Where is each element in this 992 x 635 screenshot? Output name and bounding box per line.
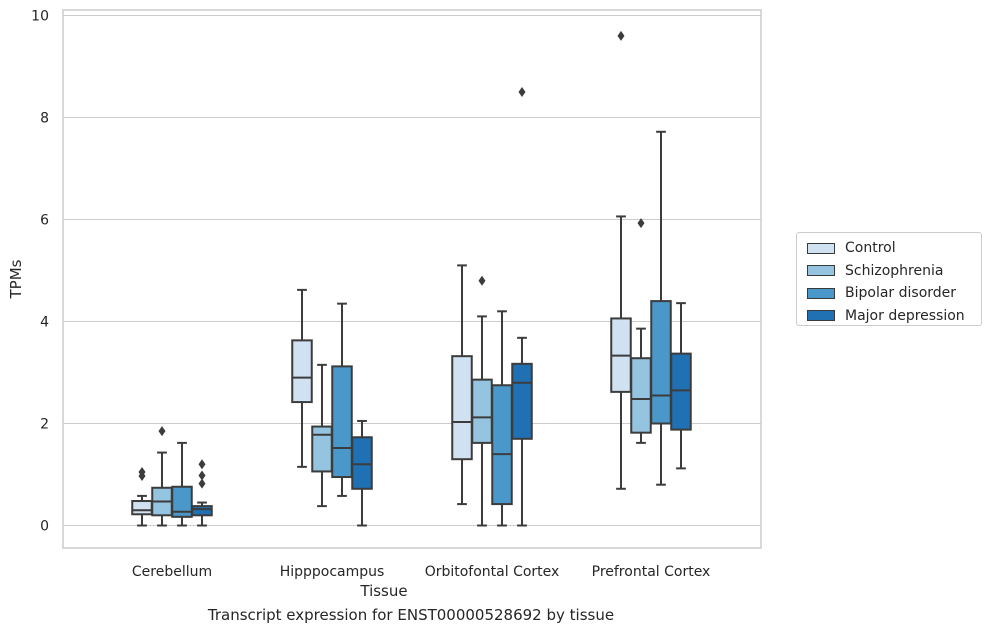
box-body xyxy=(650,300,672,425)
legend-item: Major depression xyxy=(803,305,975,328)
x-tick-label: Cerebellum xyxy=(132,564,212,580)
gridlines xyxy=(63,14,761,527)
outlier-point xyxy=(158,426,166,437)
outlier-point xyxy=(198,459,206,470)
legend-label: Bipolar disorder xyxy=(845,285,957,302)
y-tick-labels: 0 2 4 6 8 10 xyxy=(31,9,49,535)
box-2-1 xyxy=(471,275,493,527)
legend-swatch xyxy=(807,287,835,299)
box-body xyxy=(451,355,473,461)
chart-caption: Transcript expression for ENST0000052869… xyxy=(207,606,615,624)
y-tick-label: 10 xyxy=(31,9,49,25)
box-body xyxy=(131,500,153,516)
box-2-3 xyxy=(511,87,533,527)
box-1-2 xyxy=(331,302,353,497)
box-3-1 xyxy=(630,218,652,444)
x-axis-label: Tissue xyxy=(359,582,407,600)
y-tick-label: 0 xyxy=(40,519,49,535)
box-body xyxy=(191,505,213,517)
y-tick-label: 6 xyxy=(40,213,49,229)
x-tick-label: Orbitofontal Cortex xyxy=(425,564,560,580)
box-0-2 xyxy=(171,441,193,527)
box-1-0 xyxy=(291,288,313,468)
box-2-2 xyxy=(491,310,513,527)
box-3-0 xyxy=(610,30,632,490)
box-body xyxy=(491,384,513,506)
legend-item: Bipolar disorder xyxy=(803,282,975,305)
box-body xyxy=(311,425,333,473)
legend-label: Control xyxy=(845,240,896,257)
legend-swatch xyxy=(807,265,835,277)
outlier-point xyxy=(637,218,645,229)
legend-swatch xyxy=(807,310,835,322)
box-body xyxy=(630,357,652,434)
box-3-3 xyxy=(670,302,692,470)
box-body xyxy=(471,378,493,444)
box-0-1 xyxy=(151,426,173,527)
outlier-point xyxy=(518,87,526,97)
y-tick-label: 2 xyxy=(40,417,49,433)
box-body xyxy=(351,436,373,490)
box-0-0 xyxy=(131,466,153,527)
legend: Control Schizophrenia Bipolar disorder Majo… xyxy=(796,232,982,326)
legend-swatch xyxy=(807,242,835,254)
outlier-point xyxy=(198,478,206,489)
boxes xyxy=(131,30,692,527)
legend-item: Control xyxy=(803,237,975,260)
box-body xyxy=(171,485,193,518)
box-1-1 xyxy=(311,363,333,508)
box-3-2 xyxy=(650,130,672,486)
outlier-point xyxy=(617,30,625,41)
box-body xyxy=(511,362,533,440)
box-body xyxy=(331,365,353,479)
y-tick-label: 4 xyxy=(40,315,49,331)
x-tick-label: Hipppocampus xyxy=(280,564,385,580)
box-0-3 xyxy=(191,459,213,527)
box-body xyxy=(670,352,692,431)
legend-label: Schizophrenia xyxy=(845,262,944,279)
y-axis-label: TPMs xyxy=(7,259,25,299)
box-2-0 xyxy=(451,264,473,506)
legend-label: Major depression xyxy=(845,307,965,324)
x-tick-labels: Cerebellum Hipppocampus Orbitofontal Corte… xyxy=(132,564,710,580)
legend-item: Schizophrenia xyxy=(803,260,975,283)
x-tick-label: Prefrontal Cortex xyxy=(592,564,711,580)
plot-border xyxy=(62,9,762,549)
y-tick-label: 8 xyxy=(40,111,49,127)
outlier-point xyxy=(138,466,146,477)
box-1-3 xyxy=(351,419,373,527)
box-body xyxy=(291,339,313,404)
outlier-point xyxy=(198,470,206,481)
plot-frame xyxy=(62,9,762,549)
outlier-point xyxy=(478,275,486,286)
